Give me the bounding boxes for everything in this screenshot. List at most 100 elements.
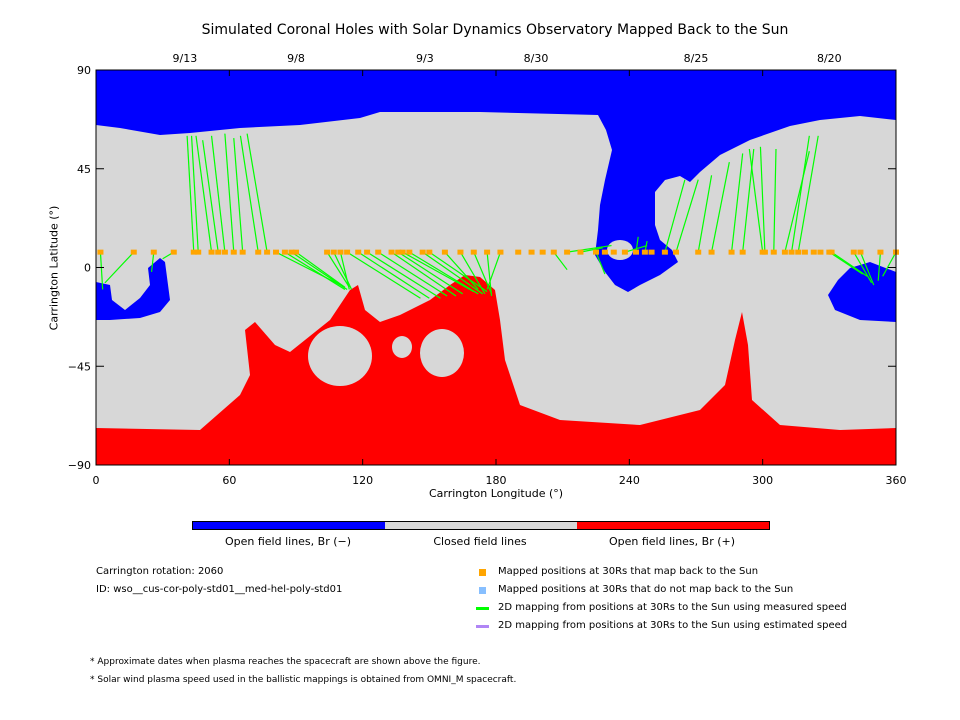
mapped-position-marker — [264, 249, 271, 255]
mapped-position-marker — [395, 249, 402, 255]
mapped-position-marker — [355, 249, 362, 255]
mapping-line — [697, 175, 713, 253]
mapping-line — [580, 247, 603, 253]
mapping-line — [246, 133, 268, 253]
mapping-line — [150, 252, 155, 272]
x-tick-label: 60 — [222, 474, 236, 487]
y-axis-label: Carrington Latitude (°) — [47, 205, 61, 331]
legend-line-purple — [476, 625, 489, 628]
mapped-position-marker — [739, 249, 746, 255]
legend-marker-blue — [479, 587, 486, 594]
mapping-line — [284, 251, 346, 290]
mapping-line — [377, 251, 448, 297]
mapped-position-marker — [817, 249, 824, 255]
mapping-line — [664, 179, 686, 253]
legend-line-green — [476, 607, 489, 610]
date-label: 9/13 — [173, 52, 198, 65]
mapping-line — [859, 251, 875, 286]
mapping-line — [339, 251, 350, 290]
mapping-line — [773, 148, 777, 253]
date-label: 9/8 — [287, 52, 305, 65]
mapping-line — [210, 135, 226, 253]
mapped-position-marker — [344, 249, 351, 255]
negative-hole-north — [96, 70, 896, 292]
mapped-position-marker — [406, 249, 413, 255]
closed-island — [392, 336, 412, 358]
mapping-line — [459, 251, 486, 295]
chart-title: Simulated Coronal Holes with Solar Dynam… — [201, 22, 789, 38]
mapped-position-marker — [857, 249, 864, 255]
mapped-position-marker — [419, 249, 426, 255]
mapping-line — [202, 140, 219, 253]
legend-marker-orange — [479, 569, 486, 576]
mapping-line — [99, 252, 104, 290]
mapped-position-marker — [601, 249, 608, 255]
y-tick-label: −45 — [68, 360, 91, 373]
colorbar-label-negative: Open field lines, Br (−) — [224, 535, 352, 548]
mapped-position-marker — [708, 249, 715, 255]
mapping-line — [635, 236, 639, 253]
date-label: 9/3 — [416, 52, 434, 65]
y-tick-label: −90 — [68, 459, 91, 472]
mapped-position-marker — [661, 249, 668, 255]
mapping-line — [595, 251, 606, 275]
mapping-line — [730, 153, 744, 253]
mapped-position-marker — [621, 249, 628, 255]
mapped-position-marker — [375, 249, 382, 255]
mapped-position-marker — [648, 249, 655, 255]
mapped-position-marker — [770, 249, 777, 255]
x-tick-label: 240 — [619, 474, 640, 487]
mapped-position-marker — [221, 249, 228, 255]
legend-label: 2D mapping from positions at 30Rs to the… — [498, 620, 848, 631]
mapped-position-marker — [781, 249, 788, 255]
carrington-rotation: Carrington rotation: 2060 — [96, 566, 224, 577]
mapping-line — [553, 251, 568, 271]
mapped-position-marker — [441, 249, 448, 255]
date-label: 8/20 — [817, 52, 842, 65]
colorbar-label-closed: Closed field lines — [433, 535, 527, 548]
positive-hole-south — [96, 275, 896, 465]
mapped-position-marker — [337, 249, 344, 255]
mapped-position-marker — [539, 249, 546, 255]
mapped-position-marker — [673, 249, 679, 255]
mapping-line — [295, 251, 346, 288]
mapping-line — [797, 135, 819, 253]
mapping-line — [346, 251, 421, 299]
legend-label: Mapped positions at 30Rs that map back t… — [498, 566, 759, 577]
mapped-position-marker — [230, 249, 237, 255]
mapped-position-marker — [190, 249, 197, 255]
mapping-line — [877, 252, 882, 281]
coronal-hole-map: 0 60 120 180 240 300 360 90 45 0 −45 −90 9/13 9/8 9/3 8… — [68, 52, 907, 487]
mapped-position-marker — [497, 249, 504, 255]
mapping-line — [409, 251, 479, 295]
mapped-position-marker — [273, 249, 279, 255]
colorbar-negative — [193, 522, 385, 529]
mapping-line — [444, 251, 479, 290]
mapped-position-marker — [457, 249, 464, 255]
mapped-position-marker — [208, 249, 215, 255]
mapping-line — [195, 135, 213, 253]
mapped-position-marker — [641, 249, 648, 255]
mapping-line — [710, 162, 730, 253]
mapping-line — [402, 251, 475, 293]
colorbar-closed — [385, 522, 577, 529]
mapping-line — [397, 251, 463, 295]
date-label: 8/30 — [524, 52, 549, 65]
mapping-line — [333, 251, 353, 290]
mapping-line — [104, 251, 135, 284]
mapping-line — [486, 251, 502, 290]
mapped-position-marker — [239, 249, 246, 255]
mapped-position-marker — [170, 249, 177, 255]
mapping-line — [831, 251, 868, 277]
mapping-line — [675, 179, 699, 253]
mapping-line — [486, 252, 493, 297]
x-axis-label: Carrington Longitude (°) — [428, 487, 564, 500]
negative-hole-left — [96, 258, 170, 320]
mapped-position-marker — [810, 249, 817, 255]
x-tick-label: 300 — [752, 474, 773, 487]
closed-island — [420, 329, 464, 377]
mapped-position-marker — [195, 249, 202, 255]
mapping-line — [186, 135, 195, 253]
mapped-position-marker — [801, 249, 808, 255]
